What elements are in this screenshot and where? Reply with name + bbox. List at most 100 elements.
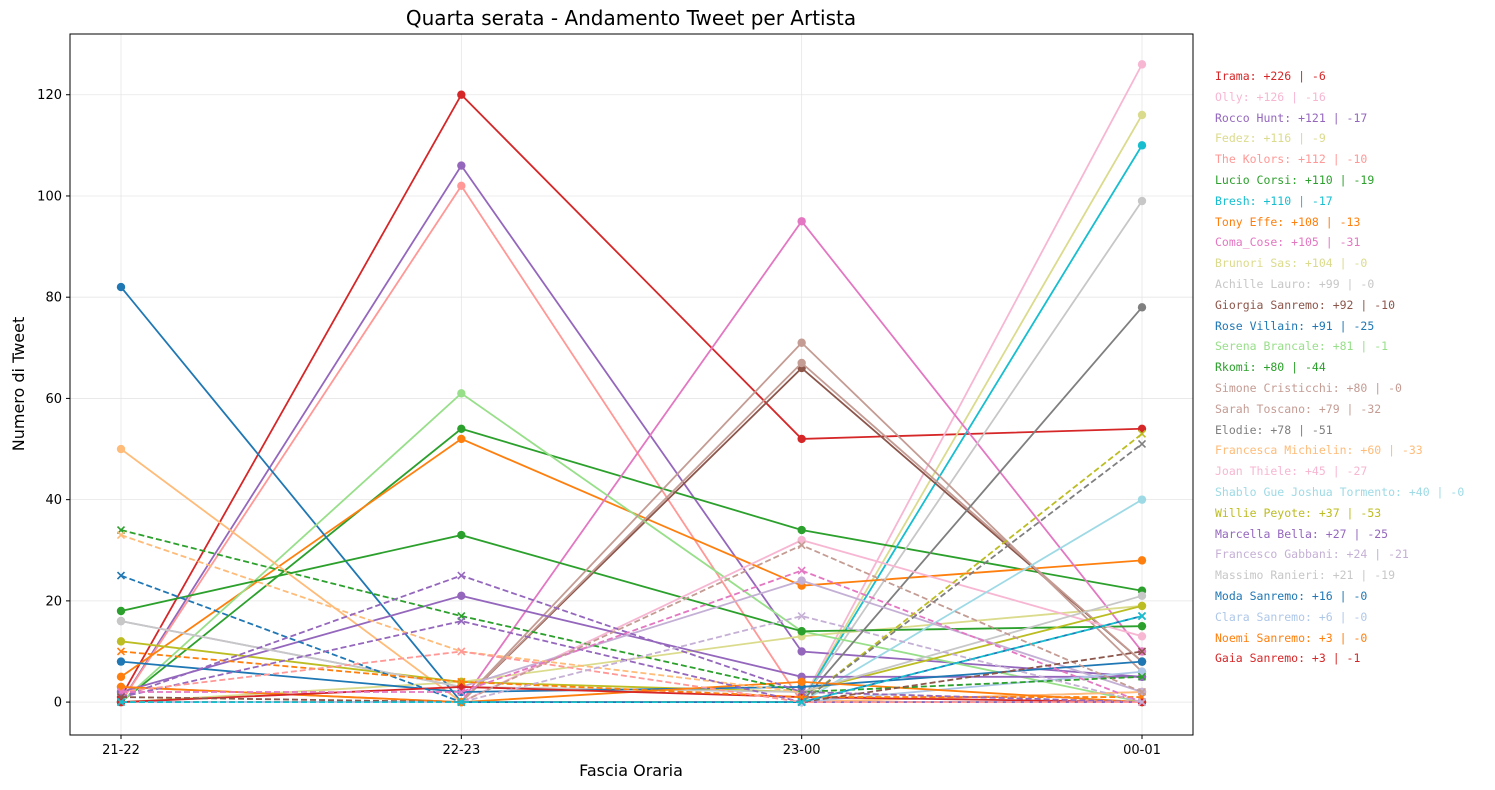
series-line bbox=[120, 660, 1143, 693]
x-tick-label: 22-23 bbox=[442, 743, 480, 758]
legend-item: Marcella Bella: +27 | -25 bbox=[1215, 526, 1389, 541]
data-point bbox=[1137, 698, 1147, 707]
y-tick-label: 20 bbox=[45, 594, 62, 609]
series-16 bbox=[116, 338, 1147, 707]
legend-item: The Kolors: +112 | -10 bbox=[1215, 152, 1368, 167]
data-point bbox=[457, 687, 466, 697]
data-point bbox=[457, 161, 466, 170]
legend-item: Rkomi: +80 | -44 bbox=[1215, 360, 1326, 375]
data-point bbox=[797, 627, 806, 636]
data-point bbox=[1137, 141, 1147, 150]
legend-item: Achille Lauro: +99 | -0 bbox=[1215, 276, 1375, 291]
series-0 bbox=[116, 90, 1147, 702]
data-point bbox=[457, 424, 466, 433]
series-line bbox=[121, 200, 1143, 704]
plot-frame bbox=[69, 33, 1194, 736]
data-point bbox=[797, 525, 806, 535]
data-point bbox=[457, 434, 466, 444]
legend-item: Olly: +126 | -16 bbox=[1215, 89, 1326, 104]
legend-item: Rose Villain: +91 | -25 bbox=[1215, 318, 1375, 333]
series-line bbox=[120, 605, 1143, 693]
y-tick-label: 0 bbox=[54, 696, 62, 711]
legend-item: Irama: +226 | -6 bbox=[1215, 69, 1326, 83]
data-point bbox=[116, 531, 126, 540]
series-line bbox=[121, 63, 1143, 704]
data-point bbox=[457, 698, 466, 707]
data-point bbox=[1137, 303, 1147, 312]
data-point bbox=[116, 606, 126, 616]
data-point bbox=[1137, 611, 1147, 621]
legend-item: Joan Thiele: +45 | -27 bbox=[1215, 464, 1368, 479]
data-point bbox=[457, 591, 466, 601]
chart-title: Quarta serata - Andamento Tweet per Arti… bbox=[406, 6, 856, 30]
series-line bbox=[120, 594, 1142, 693]
data-point bbox=[797, 647, 806, 656]
legend-item: Clara Sanremo: +6 | -0 bbox=[1215, 609, 1368, 624]
legend-item: Simone Cristicchi: +80 | -0 bbox=[1215, 380, 1402, 395]
data-point bbox=[457, 90, 466, 99]
series-line bbox=[120, 93, 1143, 698]
data-point bbox=[1137, 556, 1147, 565]
data-point bbox=[1137, 591, 1147, 601]
data-point bbox=[457, 571, 466, 580]
data-point bbox=[797, 358, 806, 368]
x-tick-label: 21-22 bbox=[102, 743, 140, 758]
y-axis-label: Numero di Tweet bbox=[9, 317, 28, 452]
series-42 bbox=[116, 611, 1147, 707]
series-line bbox=[120, 534, 1143, 633]
axes: 0 20 40 60 80 100 120 21-22 22-23 23-00 00-01 bbox=[37, 33, 1194, 758]
data-point bbox=[1137, 621, 1147, 631]
series-line bbox=[120, 574, 1143, 704]
legend-item: Francesca Michielin: +60 | -33 bbox=[1215, 443, 1423, 458]
y-tick-label: 60 bbox=[45, 392, 62, 407]
series-line bbox=[121, 366, 1143, 704]
legend-item: Lucio Corsi: +110 | -19 bbox=[1215, 172, 1375, 187]
data-point bbox=[457, 647, 466, 656]
data-point bbox=[1137, 495, 1147, 504]
data-point bbox=[457, 530, 466, 540]
data-point bbox=[797, 338, 806, 347]
data-point bbox=[116, 657, 126, 666]
legend-item: Bresh: +110 | -17 bbox=[1215, 193, 1333, 208]
legend-item: Elodie: +78 | -51 bbox=[1215, 422, 1333, 437]
series-line bbox=[121, 443, 1143, 704]
legend-item: Giorgia Sanremo: +92 | -10 bbox=[1215, 297, 1396, 312]
series-1 bbox=[116, 60, 1147, 707]
y-tick-label: 100 bbox=[37, 189, 62, 204]
data-point bbox=[116, 647, 126, 656]
data-point bbox=[457, 389, 466, 398]
legend-item: Gaia Sanremo: +3 | -1 bbox=[1215, 651, 1361, 666]
data-point bbox=[116, 698, 126, 707]
series-line bbox=[120, 392, 1143, 703]
x-tick-label: 00-01 bbox=[1123, 743, 1161, 758]
series-10 bbox=[116, 196, 1147, 707]
data-point bbox=[116, 616, 126, 626]
legend-item: Fedez: +116 | -9 bbox=[1215, 131, 1326, 146]
data-point bbox=[797, 217, 806, 226]
legend-item: Noemi Sanremo: +3 | -0 bbox=[1215, 630, 1368, 645]
data-point bbox=[1137, 687, 1147, 697]
y-tick-label: 120 bbox=[37, 88, 62, 103]
data-point bbox=[1137, 439, 1147, 449]
data-point bbox=[797, 541, 806, 550]
data-point bbox=[457, 181, 466, 191]
series-line bbox=[121, 144, 1143, 704]
legend-item: Brunori Sas: +104 | -0 bbox=[1215, 256, 1368, 271]
data-point bbox=[116, 444, 126, 454]
data-point bbox=[1137, 601, 1147, 611]
legend-item: Tony Effe: +108 | -13 bbox=[1215, 214, 1361, 229]
data-point bbox=[116, 571, 126, 580]
x-tick-label: 23-00 bbox=[783, 743, 821, 758]
data-point bbox=[1137, 429, 1147, 438]
series-line bbox=[120, 534, 1143, 704]
series-line bbox=[120, 529, 1143, 693]
data-point bbox=[797, 576, 806, 585]
data-point bbox=[116, 637, 126, 646]
legend-item: Serena Brancale: +81 | -1 bbox=[1215, 339, 1389, 354]
legend-item: Moda Sanremo: +16 | -0 bbox=[1215, 588, 1368, 603]
legend-item: Massimo Ranieri: +21 | -19 bbox=[1215, 568, 1396, 583]
data-point bbox=[797, 611, 806, 621]
data-point bbox=[457, 617, 466, 626]
series-17 bbox=[116, 303, 1147, 707]
